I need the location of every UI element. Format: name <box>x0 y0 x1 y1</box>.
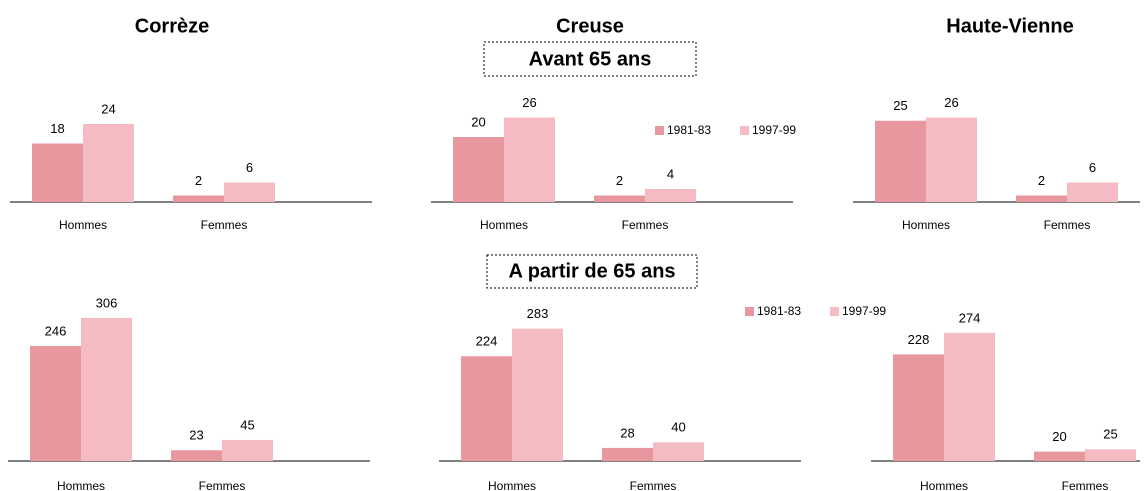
value-label: 228 <box>908 332 930 347</box>
value-label: 25 <box>893 98 907 113</box>
legend-swatch <box>655 126 664 135</box>
value-label: 4 <box>667 166 674 181</box>
section-box <box>486 254 698 289</box>
bar <box>893 354 944 461</box>
value-label: 23 <box>189 428 203 443</box>
x-tick-label: Femmes <box>1044 218 1091 232</box>
bar <box>461 356 512 461</box>
value-label: 25 <box>1103 427 1117 442</box>
x-tick-label: Hommes <box>488 479 536 491</box>
bar <box>453 137 504 202</box>
x-tick-label: Hommes <box>57 479 105 491</box>
value-label: 246 <box>45 323 67 338</box>
x-tick-label: Femmes <box>630 479 677 491</box>
bar <box>504 117 555 202</box>
bar <box>512 328 563 461</box>
chart-title: Corrèze <box>135 15 209 37</box>
x-tick-label: Hommes <box>59 218 107 232</box>
value-label: 26 <box>522 95 536 110</box>
bar <box>83 124 134 202</box>
bar <box>1016 195 1067 202</box>
value-label: 274 <box>959 310 981 325</box>
value-label: 2 <box>1038 173 1045 188</box>
value-label: 20 <box>1052 429 1066 444</box>
legend-label: 1997-99 <box>842 304 886 318</box>
value-label: 20 <box>471 114 485 129</box>
bar <box>222 439 273 461</box>
x-tick-label: Hommes <box>902 218 950 232</box>
bar <box>594 195 645 202</box>
value-label: 24 <box>101 101 115 116</box>
legend-label: 1981-83 <box>757 304 801 318</box>
section-title: A partir de 65 ans <box>508 260 675 282</box>
x-tick-label: Femmes <box>199 479 246 491</box>
bar <box>224 182 275 202</box>
bar <box>1034 451 1085 461</box>
section-box <box>483 41 697 77</box>
bar <box>653 442 704 461</box>
legend-swatch <box>745 307 754 316</box>
bar <box>173 195 224 202</box>
section-title: Avant 65 ans <box>529 48 652 70</box>
bar <box>1085 449 1136 461</box>
legend-swatch <box>740 126 749 135</box>
bar <box>875 120 926 202</box>
value-label: 45 <box>240 417 254 432</box>
value-label: 26 <box>944 95 958 110</box>
x-tick-label: Hommes <box>920 479 968 491</box>
value-label: 6 <box>1089 160 1096 175</box>
value-label: 224 <box>476 334 498 349</box>
value-label: 306 <box>96 295 118 310</box>
x-tick-label: Femmes <box>201 218 248 232</box>
legend-label: 1981-83 <box>667 123 711 137</box>
value-label: 2 <box>195 173 202 188</box>
x-tick-label: Femmes <box>622 218 669 232</box>
x-tick-label: Femmes <box>1062 479 1109 491</box>
bar <box>645 189 696 202</box>
value-label: 6 <box>246 160 253 175</box>
value-label: 28 <box>620 425 634 440</box>
bar <box>81 317 132 461</box>
bar <box>926 117 977 202</box>
bar <box>1067 182 1118 202</box>
bar <box>30 345 81 461</box>
value-label: 2 <box>616 173 623 188</box>
bar <box>171 450 222 461</box>
chart-title: Haute-Vienne <box>946 15 1073 37</box>
bar <box>944 332 995 461</box>
legend-swatch <box>830 307 839 316</box>
x-tick-label: Hommes <box>480 218 528 232</box>
legend-label: 1997-99 <box>752 123 796 137</box>
chart-title: Creuse <box>556 15 624 37</box>
bar <box>32 143 83 202</box>
value-label: 40 <box>671 420 685 435</box>
bar <box>602 447 653 461</box>
value-label: 18 <box>50 121 64 136</box>
value-label: 283 <box>527 306 549 321</box>
